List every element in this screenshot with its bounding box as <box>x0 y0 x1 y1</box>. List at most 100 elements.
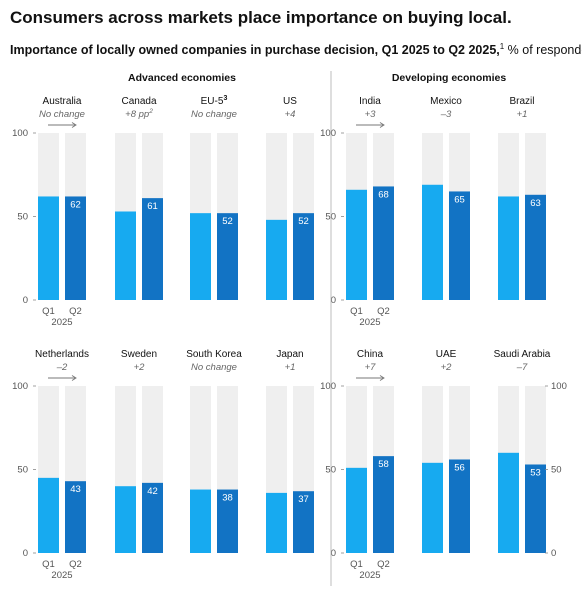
china-bar-q1 <box>346 467 367 553</box>
india-xtick-year: 2025 <box>359 317 380 328</box>
australia-name: Australia <box>43 96 82 107</box>
south-korea-label-q2: 38 <box>222 493 233 504</box>
y-tick-r0-adv-50: 50 <box>17 212 28 223</box>
chart-subtitle: Importance of locally owned companies in… <box>10 42 582 57</box>
brazil-bar-q2 <box>525 194 546 300</box>
netherlands-change: –2 <box>56 362 68 373</box>
china-xtick-q1: Q1 <box>350 559 363 570</box>
y-tick-r0-adv-0: 0 <box>23 295 28 306</box>
china-name: China <box>357 349 384 360</box>
y-tick-r0-dev-100: 100 <box>320 128 336 139</box>
brazil-bar-q1 <box>498 196 519 300</box>
us-name: US <box>283 96 297 107</box>
sweden-bar-q1 <box>115 486 136 553</box>
south-korea-bar-q2 <box>217 489 238 553</box>
netherlands-xtick-q1: Q1 <box>42 559 55 570</box>
india-xtick-q1: Q1 <box>350 306 363 317</box>
sweden-bar-q2 <box>142 482 163 553</box>
y-tick-r1-right-0: 0 <box>551 548 556 559</box>
south-korea-bar-q1 <box>190 489 211 553</box>
netherlands-xtick-q2: Q2 <box>69 559 82 570</box>
eu-5-name: EU-53 <box>201 95 228 107</box>
india-label-q2: 68 <box>378 189 389 200</box>
saudi-arabia-bar-q2 <box>525 464 546 553</box>
india-bar-q1 <box>346 189 367 300</box>
brazil-label-q2: 63 <box>530 198 541 209</box>
india-change: +3 <box>365 109 377 120</box>
mexico-label-q2: 65 <box>454 194 465 205</box>
china-bar-q2 <box>373 456 394 553</box>
sweden-change: +2 <box>134 362 146 373</box>
brazil-change: +1 <box>517 109 528 120</box>
mexico-change: –3 <box>440 109 452 120</box>
canada-label-q2: 61 <box>147 201 158 212</box>
subtitle-main: Importance of locally owned companies in… <box>10 43 500 58</box>
uae-bar-q1 <box>422 462 443 553</box>
y-tick-r1-adv-50: 50 <box>17 465 28 476</box>
y-tick-r0-adv-100: 100 <box>12 128 28 139</box>
japan-bar-q2 <box>293 491 314 553</box>
group-label-developing: Developing economies <box>392 72 507 84</box>
mexico-name: Mexico <box>430 96 462 107</box>
south-korea-name: South Korea <box>186 349 242 360</box>
china-xtick-year: 2025 <box>359 570 380 581</box>
australia-label-q2: 62 <box>70 199 81 210</box>
japan-bar-q1 <box>266 492 287 553</box>
mexico-bar-q2 <box>449 191 470 300</box>
saudi-arabia-change: –7 <box>516 362 528 373</box>
y-axis-r0-adv: 0 50 100 <box>12 128 36 306</box>
india-bar-q2 <box>373 186 394 300</box>
japan-change: +1 <box>285 362 296 373</box>
eu-5-name-sup: 3 <box>223 95 227 102</box>
australia-xtick-q2: Q2 <box>69 306 82 317</box>
sweden-label-q2: 42 <box>147 486 158 497</box>
australia-xtick-q1: Q1 <box>42 306 55 317</box>
australia-bar-q1 <box>38 196 59 300</box>
us-bar-q2 <box>293 213 314 300</box>
us-label-q2: 52 <box>298 216 309 227</box>
y-tick-r0-dev-0: 0 <box>331 295 336 306</box>
netherlands-arrow-icon <box>48 375 77 381</box>
y-tick-r1-adv-0: 0 <box>23 548 28 559</box>
subtitle-footnote: 1 <box>499 42 505 51</box>
saudi-arabia-bar-q1 <box>498 452 519 553</box>
china-label-q2: 58 <box>378 459 389 470</box>
australia-xtick-year: 2025 <box>51 317 72 328</box>
eu-5-label-q2: 52 <box>222 216 233 227</box>
y-tick-r1-right-50: 50 <box>551 465 562 476</box>
japan-name: Japan <box>276 349 303 360</box>
china-change: +7 <box>365 362 377 373</box>
uae-change: +2 <box>441 362 453 373</box>
eu-5-change: No change <box>191 109 237 120</box>
eu-5-bar-q1 <box>190 213 211 300</box>
australia-arrow-icon <box>48 122 77 128</box>
saudi-arabia-name: Saudi Arabia <box>494 349 551 360</box>
netherlands-bar-q2 <box>65 481 86 553</box>
us-bar-q1 <box>266 219 287 300</box>
sweden-name: Sweden <box>121 349 157 360</box>
uae-name: UAE <box>436 349 457 360</box>
uae-label-q2: 56 <box>454 462 465 473</box>
y-tick-r1-right-100: 100 <box>551 381 567 392</box>
y-tick-r1-dev-100: 100 <box>320 381 336 392</box>
india-xtick-q2: Q2 <box>377 306 390 317</box>
netherlands-name: Netherlands <box>35 349 89 360</box>
netherlands-bar-q1 <box>38 477 59 553</box>
canada-bar-q1 <box>115 211 136 300</box>
y-tick-r1-adv-100: 100 <box>12 381 28 392</box>
y-axis-r1-right: 0 50 100 <box>545 381 567 559</box>
canada-change-sup: 2 <box>148 108 153 115</box>
south-korea-change: No change <box>191 362 237 373</box>
netherlands-xtick-year: 2025 <box>51 570 72 581</box>
us-change: +4 <box>285 109 296 120</box>
subtitle-unit: % of respondents <box>507 43 582 58</box>
canada-change: +8 pp2 <box>125 108 153 120</box>
india-arrow-icon <box>356 122 385 128</box>
uae-bar-q2 <box>449 459 470 553</box>
group-label-advanced: Advanced economies <box>128 72 236 84</box>
saudi-arabia-label-q2: 53 <box>530 467 541 478</box>
netherlands-label-q2: 43 <box>70 484 81 495</box>
eu-5-bar-q2 <box>217 213 238 300</box>
